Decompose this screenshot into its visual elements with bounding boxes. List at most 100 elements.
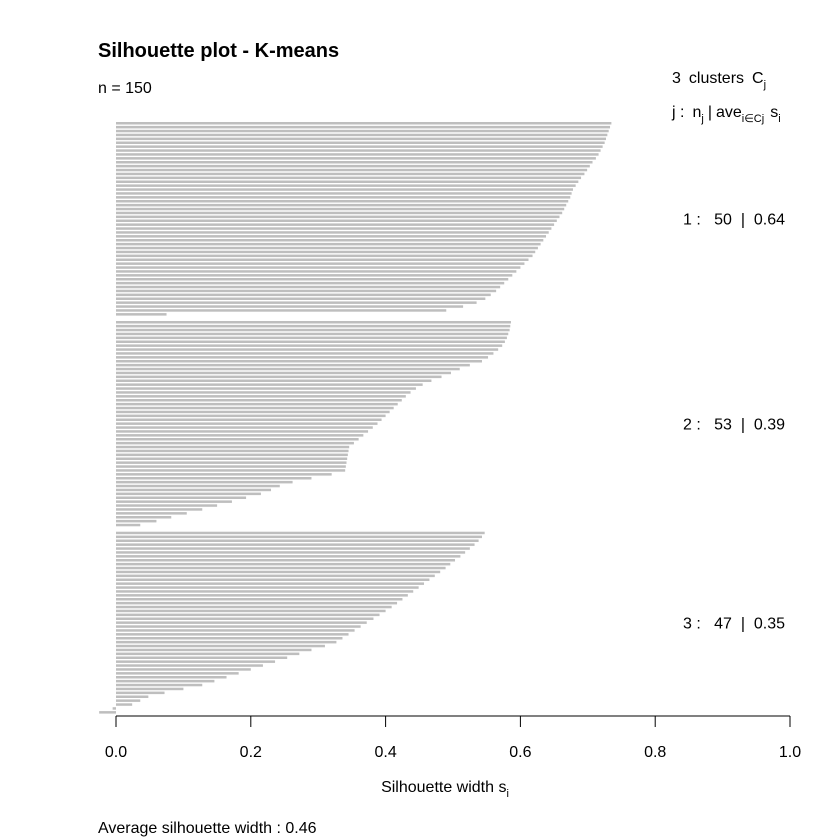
silhouette-bar xyxy=(116,141,605,144)
silhouette-bar xyxy=(116,519,157,523)
silhouette-bar xyxy=(116,543,475,546)
silhouette-bar xyxy=(116,508,203,511)
silhouette-bar xyxy=(116,539,479,542)
silhouette-bar xyxy=(116,648,312,652)
x-tick-label: 0.0 xyxy=(105,744,127,761)
silhouette-bar xyxy=(116,523,141,527)
silhouette-bar xyxy=(116,242,541,246)
silhouette-bar xyxy=(116,122,612,125)
silhouette-bar xyxy=(116,422,378,425)
cluster-label-3: 3 : 47 | 0.35 xyxy=(683,615,785,632)
silhouette-bar xyxy=(116,336,507,340)
silhouette-bar xyxy=(116,188,573,191)
x-tick-label: 0.4 xyxy=(374,744,396,761)
silhouette-bar xyxy=(116,207,565,211)
silhouette-bar xyxy=(116,250,536,254)
silhouette-bar xyxy=(116,305,464,308)
silhouette-bar xyxy=(116,383,423,386)
silhouette-bar xyxy=(116,691,165,695)
x-axis-label-subscript: i xyxy=(506,788,508,800)
cluster-label-1: 1 : 50 | 0.64 xyxy=(683,212,785,229)
silhouette-bar xyxy=(116,149,601,152)
x-axis-label-text: Silhouette width s xyxy=(381,779,506,796)
silhouette-bar xyxy=(116,695,149,698)
silhouette-bar xyxy=(116,679,215,683)
silhouette-bar xyxy=(116,598,403,601)
silhouette-bar xyxy=(116,531,485,535)
c-subscript: j xyxy=(763,79,766,91)
silhouette-bar xyxy=(116,278,509,281)
silhouette-bar xyxy=(116,535,482,539)
silhouette-bar xyxy=(116,153,599,156)
silhouette-bar xyxy=(116,566,446,570)
silhouette-bar xyxy=(116,504,218,507)
silhouette-bar xyxy=(116,285,501,289)
silhouette-bar xyxy=(116,348,499,351)
silhouette-bar xyxy=(116,274,513,277)
silhouette-bar xyxy=(116,375,442,379)
silhouette-bar xyxy=(116,449,349,453)
silhouette-bar xyxy=(116,594,408,597)
silhouette-bar xyxy=(116,219,557,222)
x-axis-label: Silhouette width si xyxy=(381,779,509,800)
silhouette-bar xyxy=(99,711,116,714)
silhouette-bar xyxy=(116,438,359,441)
x-tick-label: 0.6 xyxy=(509,744,531,761)
silhouette-bar xyxy=(116,453,348,457)
c-symbol: C xyxy=(752,70,764,87)
silhouette-bar xyxy=(116,157,596,160)
silhouette-bar xyxy=(116,426,373,429)
header-s-subscript: i xyxy=(778,113,780,125)
silhouette-bar xyxy=(116,379,432,382)
x-tick-label: 0.2 xyxy=(240,744,262,761)
average-silhouette-footer: Average silhouette width : 0.46 xyxy=(98,820,317,837)
silhouette-bar xyxy=(116,266,521,269)
silhouette-bar xyxy=(116,297,486,300)
silhouette-bar xyxy=(116,441,354,445)
silhouette-bar xyxy=(116,145,603,148)
silhouette-bar xyxy=(116,457,348,460)
silhouette-bar xyxy=(116,555,461,558)
silhouette-bar xyxy=(116,668,251,671)
x-tick-label: 1.0 xyxy=(779,744,801,761)
silhouette-bar xyxy=(116,196,571,199)
silhouette-bar xyxy=(116,676,227,679)
silhouette-bar xyxy=(116,683,203,687)
silhouette-bar xyxy=(116,703,133,706)
silhouette-bar xyxy=(116,496,247,499)
header-j: j : xyxy=(671,104,684,121)
silhouette-bar xyxy=(116,640,337,644)
x-axis-ticks: 0.0 0.2 0.4 0.6 0.8 1.0 xyxy=(105,716,801,761)
silhouette-bar xyxy=(116,633,349,636)
silhouette-bar xyxy=(116,477,312,480)
silhouette-bar xyxy=(116,129,609,133)
silhouette-bar xyxy=(116,172,585,176)
silhouette-bar xyxy=(116,547,470,550)
header-n: n xyxy=(692,104,701,121)
silhouette-bar xyxy=(116,656,288,659)
silhouette-bar xyxy=(116,434,364,437)
silhouette-bar xyxy=(116,281,505,285)
silhouette-bar xyxy=(116,480,293,484)
silhouette-bar xyxy=(116,399,402,402)
silhouette-bar xyxy=(116,402,398,406)
silhouette-bar xyxy=(116,617,374,620)
cluster-label-group: 1 : 50 | 0.64 2 : 53 | 0.39 3 : 47 | 0.35 xyxy=(683,212,785,633)
silhouette-bar xyxy=(116,235,547,238)
silhouette-bar xyxy=(116,180,579,183)
silhouette-bar xyxy=(116,164,590,168)
silhouette-bar xyxy=(116,231,549,234)
silhouette-bar xyxy=(116,352,494,355)
silhouette-bar xyxy=(116,586,419,589)
silhouette-bar xyxy=(116,660,276,663)
silhouette-bar xyxy=(116,227,552,230)
silhouette-bar xyxy=(116,601,398,605)
silhouette-bar xyxy=(116,687,184,691)
silhouette-bar xyxy=(116,360,482,363)
silhouette-bar xyxy=(116,125,611,129)
silhouette-bar xyxy=(116,367,460,371)
silhouette-bar xyxy=(116,215,560,219)
silhouette-bar xyxy=(116,324,511,328)
silhouette-bar xyxy=(116,664,263,667)
